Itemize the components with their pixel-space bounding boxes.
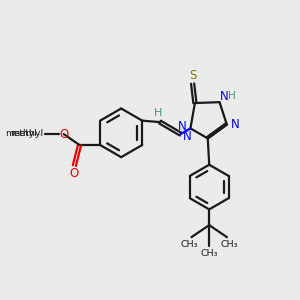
Text: CH₃: CH₃ — [200, 249, 218, 258]
Text: methyl: methyl — [32, 134, 37, 135]
Text: H: H — [154, 108, 163, 118]
Text: CH₃: CH₃ — [220, 240, 238, 249]
Text: O: O — [70, 167, 79, 180]
Text: methyl: methyl — [11, 129, 44, 138]
Text: O: O — [59, 128, 68, 141]
Text: methyl: methyl — [5, 129, 37, 138]
Text: N: N — [182, 130, 191, 143]
Text: N: N — [178, 121, 186, 134]
Text: N: N — [230, 118, 239, 131]
Text: methyl: methyl — [37, 134, 42, 135]
Text: S: S — [190, 69, 197, 82]
Text: CH₃: CH₃ — [180, 240, 198, 249]
Text: H: H — [228, 92, 236, 101]
Text: N: N — [220, 90, 229, 103]
